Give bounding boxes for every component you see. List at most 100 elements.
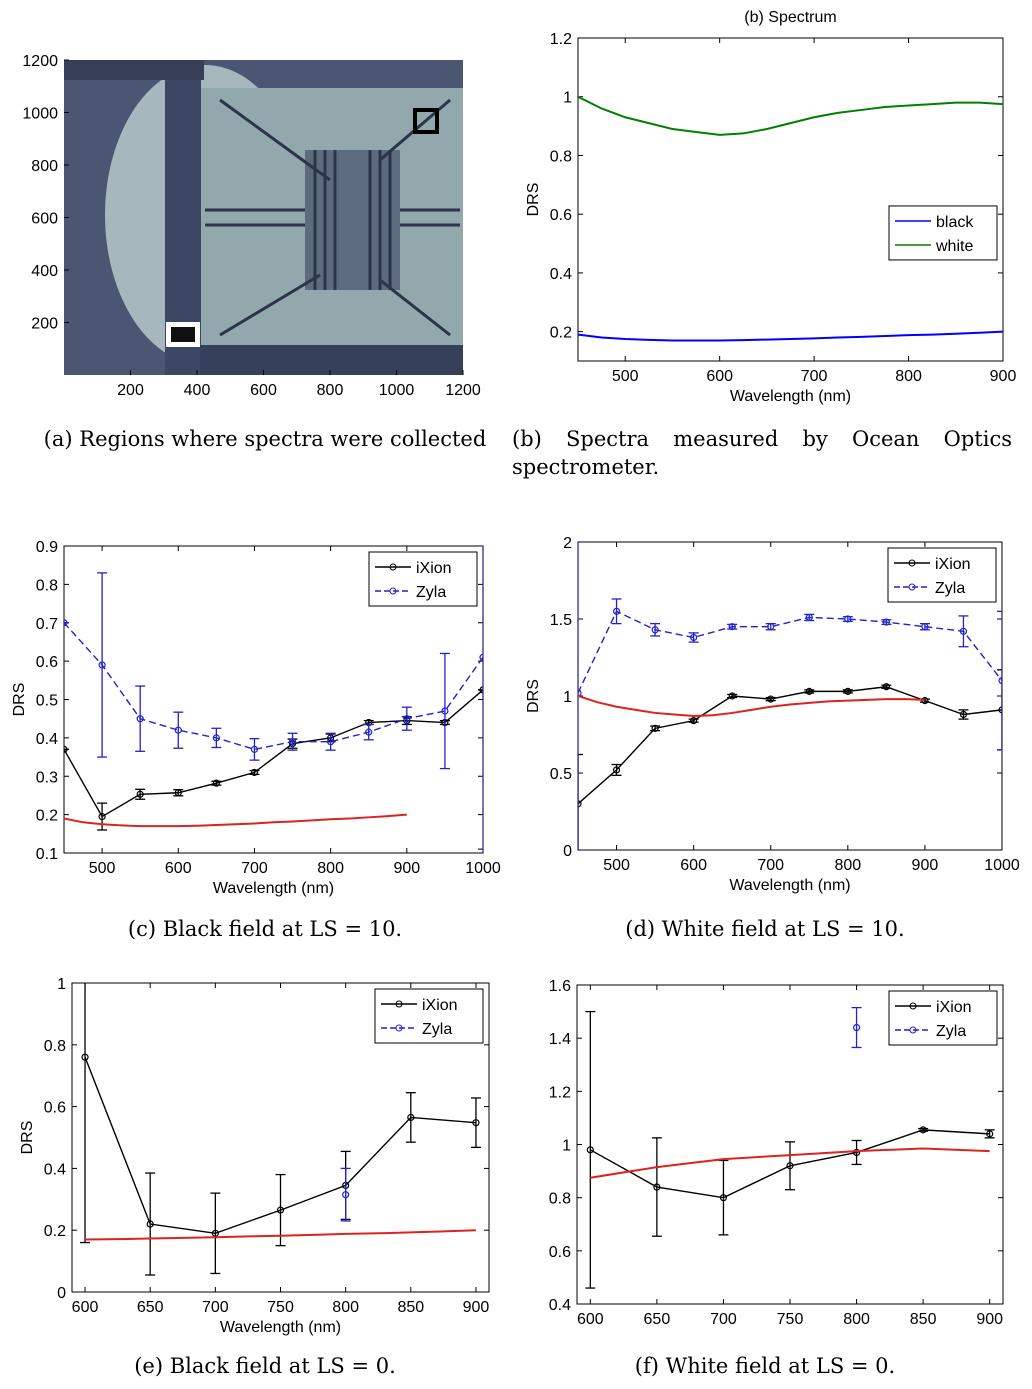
error-bar [135, 685, 146, 752]
error-bar [881, 619, 892, 626]
y-axis-label: DRS [525, 679, 542, 713]
data-point [844, 687, 852, 695]
data-point [136, 790, 144, 798]
error-bar [401, 706, 412, 731]
error-bar [578, 753, 583, 850]
series-line [578, 695, 925, 718]
error-bar [651, 1137, 662, 1237]
data-point [882, 683, 890, 691]
data-point [212, 734, 220, 742]
x-tick-label: 200 [117, 382, 144, 399]
panel: 500 600 700 800 900 0.2 0.4 0.6 0.8 1 1.2 (b) Spect… [525, 9, 1016, 405]
y-tick-label: 600 [31, 211, 58, 228]
y-tick-label: 1.2 [549, 1084, 571, 1101]
y-tick-label: 0.8 [44, 1038, 66, 1055]
data-point [250, 768, 259, 777]
data-point [651, 626, 659, 634]
error-bar [325, 732, 336, 751]
error-bar [851, 1139, 862, 1166]
data-point [250, 745, 259, 753]
error-bar [611, 598, 622, 625]
error-bar [275, 1173, 286, 1247]
data-point [805, 613, 813, 622]
error-bar [688, 718, 699, 723]
x-tick-label: 600 [680, 857, 707, 874]
plot-area [578, 542, 1002, 850]
legend-marker [908, 559, 916, 567]
y-tick-label: 1 [563, 90, 572, 107]
data-point [986, 1130, 994, 1138]
error-bar [80, 983, 91, 1244]
error-bar [439, 652, 450, 770]
legend-label: iXion [935, 556, 971, 573]
y-tick-label: 1.5 [550, 612, 572, 629]
data-point [98, 812, 106, 821]
y-tick-label: 0 [57, 1285, 66, 1302]
data-point [728, 692, 736, 700]
y-tick-label: 0.5 [36, 693, 58, 710]
x-tick-label: 850 [910, 1311, 937, 1328]
x-tick-label: 700 [202, 1299, 229, 1316]
y-tick-label: 1000 [22, 106, 58, 123]
chart-title: (b) Spectrum [744, 9, 836, 26]
y-tick-label: 0.4 [44, 1161, 66, 1178]
y-tick-label: 0.4 [36, 731, 58, 748]
x-tick-label: 900 [990, 368, 1017, 385]
caption: (b) Spectra measured by Ocean Optics spe… [512, 427, 1012, 479]
legend-box [888, 205, 998, 261]
data-point [211, 1229, 219, 1237]
x-tick-label: 1000 [984, 857, 1020, 874]
panel: 200 400 600 800 1000 1200 200 400 600 800 1000 1200 [22, 53, 480, 399]
legend-label: white [935, 238, 973, 255]
y-tick-label: 1.2 [550, 31, 572, 48]
error-bar [727, 693, 738, 699]
series-line [64, 622, 483, 751]
plot-area [578, 95, 1003, 342]
y-axis-label: DRS [11, 683, 28, 717]
data-point [767, 623, 775, 631]
error-bar [363, 723, 374, 741]
error-bar [145, 1172, 156, 1276]
error-bar [585, 1010, 596, 1289]
data-point [64, 619, 68, 627]
legend-marker [909, 1026, 917, 1034]
x-tick-label: 800 [834, 857, 861, 874]
legend-marker [909, 1002, 917, 1010]
y-tick-label: 0 [563, 843, 572, 860]
data-point [98, 661, 106, 669]
data-point [136, 715, 144, 723]
legend-box [374, 988, 484, 1044]
y-axis-label: DRS [525, 183, 542, 217]
y-tick-label: 0.7 [36, 616, 58, 633]
x-tick-label: 900 [463, 1299, 490, 1316]
error-bar [650, 622, 661, 637]
data-point [276, 1206, 285, 1214]
legend-label: black [936, 214, 974, 231]
y-tick-label: 0.8 [36, 577, 58, 594]
y-tick-label: 0.5 [550, 766, 572, 783]
error-bar [211, 780, 222, 786]
y-tick-label: 0.4 [549, 1297, 571, 1314]
data-point [212, 779, 220, 787]
data-point [882, 618, 890, 626]
legend-label: Zyla [936, 1023, 966, 1040]
legend-label: Zyla [416, 584, 446, 601]
x-axis-label: Wavelength (nm) [729, 877, 850, 894]
x-tick-label: 800 [332, 1299, 359, 1316]
data-point [288, 738, 297, 746]
data-point [612, 607, 621, 615]
y-tick-label: 2 [563, 535, 572, 552]
y-tick-label: 1 [57, 976, 66, 993]
data-point [767, 695, 775, 703]
legend: iXion Zyla [887, 547, 997, 603]
data-point [690, 717, 698, 725]
error-bar [478, 546, 483, 850]
series-line [590, 1147, 990, 1179]
data-point [998, 677, 1002, 685]
y-tick-label: 1200 [22, 53, 58, 70]
legend-label: Zyla [935, 580, 965, 597]
legend-marker [395, 1000, 403, 1008]
data-point [327, 738, 335, 746]
